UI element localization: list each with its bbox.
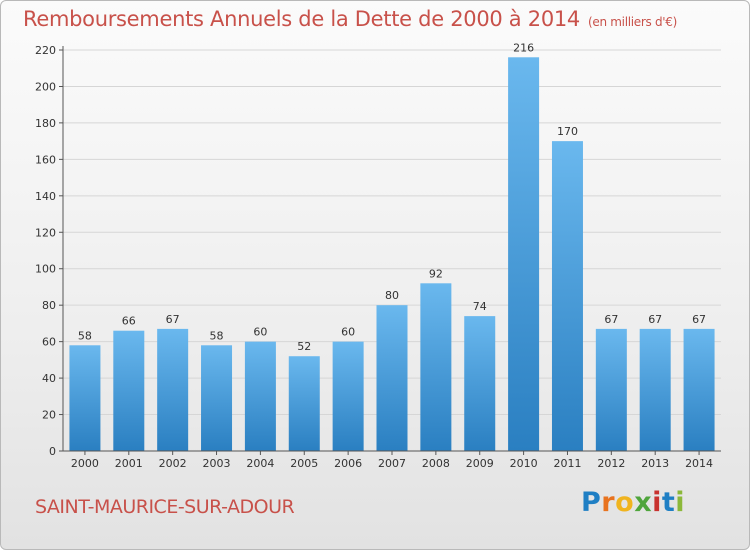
axes — [59, 46, 721, 455]
y-tick-label-120: 120 — [35, 226, 56, 239]
bar-2005 — [288, 356, 320, 451]
logo-letter: i — [652, 487, 662, 518]
bar-2008 — [420, 283, 452, 451]
y-tick-label-180: 180 — [35, 117, 56, 130]
logo-letter: t — [661, 487, 676, 518]
chart-title-text: Remboursements Annuels de la Dette de 20… — [23, 7, 580, 31]
value-label-2002: 67 — [166, 313, 180, 326]
proxiti-logo: Proxiti — [581, 487, 685, 518]
bar-2002 — [157, 328, 189, 451]
logo-letter: r — [601, 487, 616, 518]
y-tick-label-20: 20 — [42, 409, 56, 422]
x-tick-label-2004: 2004 — [246, 457, 274, 470]
bar-2004 — [244, 341, 276, 451]
bar-2001 — [113, 330, 145, 451]
chart-title: Remboursements Annuels de la Dette de 20… — [23, 7, 677, 31]
x-tick-label-2010: 2010 — [510, 457, 538, 470]
logo-letter: i — [675, 487, 686, 518]
x-tick-label-2002: 2002 — [159, 457, 187, 470]
logo-letter: x — [634, 487, 653, 518]
x-tick-label-2013: 2013 — [641, 457, 669, 470]
x-tick-label-2007: 2007 — [378, 457, 406, 470]
bar-2011 — [551, 141, 583, 452]
commune-name: SAINT-MAURICE-SUR-ADOUR — [35, 496, 295, 518]
y-tick-label-220: 220 — [35, 44, 56, 57]
value-label-2005: 52 — [297, 340, 311, 353]
value-label-2006: 60 — [341, 326, 355, 339]
y-tick-label-80: 80 — [42, 299, 56, 312]
bar-2012 — [595, 328, 627, 451]
bar-2010 — [508, 57, 540, 452]
value-label-2003: 58 — [210, 329, 224, 342]
value-label-2010: 216 — [513, 41, 534, 54]
value-label-2008: 92 — [429, 267, 443, 280]
bar-2013 — [639, 328, 671, 451]
x-tick-label-2000: 2000 — [71, 457, 99, 470]
value-label-2000: 58 — [78, 329, 92, 342]
y-tick-label-0: 0 — [49, 445, 56, 458]
value-label-2012: 67 — [604, 313, 618, 326]
value-label-2011: 170 — [557, 125, 578, 138]
x-tick-label-2011: 2011 — [553, 457, 581, 470]
value-label-2009: 74 — [473, 300, 487, 313]
bar-2000 — [69, 345, 101, 451]
x-tick-label-2014: 2014 — [685, 457, 713, 470]
bars — [69, 57, 715, 452]
x-tick-label-2008: 2008 — [422, 457, 450, 470]
value-label-2013: 67 — [648, 313, 662, 326]
bar-2007 — [376, 305, 408, 451]
y-tick-label-60: 60 — [42, 336, 56, 349]
bar-2014 — [683, 328, 715, 451]
labels: 0 20 40 60 80 100 120 140 160 180 200 220 58 2000 66 20… — [35, 41, 713, 470]
value-label-2007: 80 — [385, 289, 399, 302]
x-tick-label-2001: 2001 — [115, 457, 143, 470]
x-tick-label-2012: 2012 — [597, 457, 625, 470]
logo-letter: P — [581, 487, 602, 518]
y-tick-label-140: 140 — [35, 190, 56, 203]
x-tick-label-2003: 2003 — [203, 457, 231, 470]
value-label-2004: 60 — [253, 326, 267, 339]
y-tick-label-160: 160 — [35, 153, 56, 166]
y-tick-label-100: 100 — [35, 263, 56, 276]
y-tick-label-40: 40 — [42, 372, 56, 385]
value-label-2014: 67 — [692, 313, 706, 326]
x-tick-label-2009: 2009 — [466, 457, 494, 470]
x-tick-label-2005: 2005 — [290, 457, 318, 470]
chart-unit: (en milliers d'€) — [588, 15, 678, 29]
logo-letter: o — [615, 487, 635, 518]
x-tick-label-2006: 2006 — [334, 457, 362, 470]
y-tick-label-200: 200 — [35, 80, 56, 93]
value-label-2001: 66 — [122, 315, 136, 328]
bar-2009 — [464, 316, 496, 451]
bar-2006 — [332, 341, 364, 451]
bar-2003 — [201, 345, 233, 451]
